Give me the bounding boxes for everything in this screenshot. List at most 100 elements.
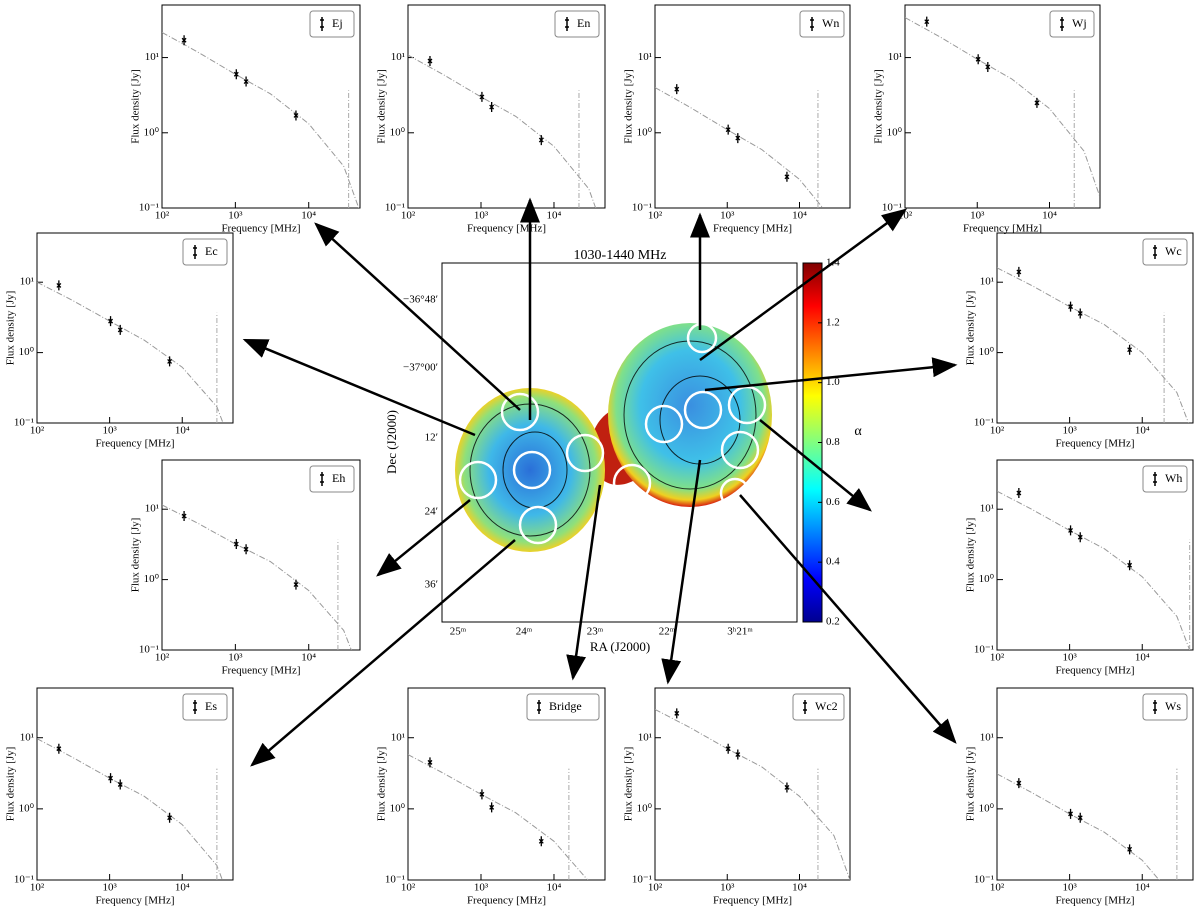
sed-panel: 10² 10³ 10⁴ 10⁻¹ 10⁰ 10¹ Ec Frequency [MHz] Flux… [5,232,234,450]
y-tick-label: 10⁰ [979,346,995,358]
sed-panel: 10² 10³ 10⁴ 10⁻¹ 10⁰ 10¹ Wc2 Frequency [MHz] Flu… [623,687,851,906]
data-point [56,280,62,291]
legend-box [1142,238,1188,266]
colorbar-tick-label: 1.0 [826,376,840,388]
data-point [1016,266,1022,277]
plot-frame [654,4,851,209]
y-tick-label: 10¹ [391,51,405,63]
data-point [1127,844,1133,855]
x-tick-label: 10² [898,210,913,222]
data-point [735,749,741,760]
colorbar-tick-label: 0.4 [826,556,840,568]
model-curve [162,31,360,208]
x-tick-label: 10⁴ [792,882,807,894]
legend-box [309,10,355,38]
x-tick-label: 10⁴ [175,882,190,894]
legend-label: Es [205,699,217,713]
y-axis-label: Flux density [Jy] [5,747,17,822]
legend-marker [1153,700,1157,714]
y-tick-label: 10⁰ [390,802,406,814]
plot-frame [904,4,1101,209]
x-tick-label: 10⁴ [547,882,562,894]
data-point [975,54,981,65]
x-axis-label: Frequency [MHz] [467,895,546,906]
data-point [108,316,114,327]
y-tick-label: 10⁻¹ [139,202,159,214]
data-point [1016,778,1022,789]
y-axis-label: Flux density [Jy] [376,747,388,822]
y-tick-label: 10⁻¹ [974,874,994,886]
plot-frame [407,687,606,881]
model-curve [37,281,224,423]
y-tick-label: 10⁰ [19,346,35,358]
y-axis-label: Flux density [Jy] [623,69,635,144]
x-axis-label: Frequency [MHz] [963,223,1042,235]
y-tick-label: 10⁰ [637,126,653,138]
model-curve [905,17,1100,198]
legend-box [182,238,228,266]
data-point [538,135,544,146]
plot-frame [407,4,606,209]
map-y-tick-label: −36°48′ [403,294,438,306]
legend-label: Wc2 [815,699,838,713]
y-axis-label: Flux density [Jy] [623,747,635,822]
data-point [1127,344,1133,355]
legend-label: Eh [332,471,345,485]
data-point [489,802,495,813]
data-point [108,773,114,784]
data-point [233,539,239,550]
data-point [1034,97,1040,108]
y-tick-label: 10¹ [20,276,34,288]
plot-frame [161,4,361,209]
legend-marker [537,700,541,714]
legend-box [799,10,845,38]
legend-label: En [577,16,590,30]
data-point [243,544,249,555]
y-tick-label: 10¹ [20,731,34,743]
map-x-tick-label: 25ᵐ [450,626,467,638]
x-axis-label: Frequency [MHz] [1055,665,1134,677]
x-tick-label: 10² [648,210,663,222]
y-tick-label: 10⁻¹ [139,644,159,656]
y-axis-label: Flux density [Jy] [965,291,977,366]
x-tick-label: 10² [401,882,416,894]
data-point [1068,301,1074,312]
map-image [441,262,823,623]
x-tick-label: 10³ [720,210,735,222]
legend-box [1142,693,1188,721]
data-point [1077,812,1083,823]
data-point [167,812,173,823]
x-axis-label: Frequency [MHz] [95,438,174,450]
x-tick-label: 10⁴ [1135,425,1150,437]
map-x-tick-label: 22ᵐ [659,626,676,638]
map-x-tick-label: 24ᵐ [516,626,533,638]
model-curve [997,267,1190,423]
data-point [1068,525,1074,536]
model-curve [655,708,850,880]
x-tick-label: 10³ [474,882,489,894]
map-y-tick-label: 36′ [425,579,438,591]
x-tick-label: 10³ [102,882,117,894]
data-point [985,61,991,72]
legend-marker [1153,245,1157,259]
x-tick-label: 10⁴ [301,652,316,664]
sed-panel: 10² 10³ 10⁴ 10⁻¹ 10⁰ 10¹ Bridge Frequency [MHz]… [376,687,606,906]
colorbar-tick-label: 0.6 [826,496,840,508]
colorbar-tick-label: 1.2 [826,316,840,328]
x-tick-label: 10² [30,425,45,437]
plot-frame [36,232,234,424]
sed-panel: 10² 10³ 10⁴ 10⁻¹ 10⁰ 10¹ En Frequency [MHz] Flux… [376,4,606,235]
data-point [924,16,930,27]
data-point [538,836,544,847]
legend-label: Bridge [549,699,582,713]
sed-panel: 10² 10³ 10⁴ 10⁻¹ 10⁰ 10¹ Wh Frequency [MHz] Flux… [965,459,1194,677]
x-tick-label: 10³ [1062,652,1077,664]
sed-panel: 10² 10³ 10⁴ 10⁻¹ 10⁰ 10¹ Wc Frequency [MHz] Flux… [965,232,1194,450]
x-tick-label: 10⁴ [301,210,316,222]
legend-label: Ec [205,244,218,258]
model-curve [408,754,589,880]
data-point [1077,532,1083,543]
legend-box [309,465,355,493]
data-point [674,84,680,95]
